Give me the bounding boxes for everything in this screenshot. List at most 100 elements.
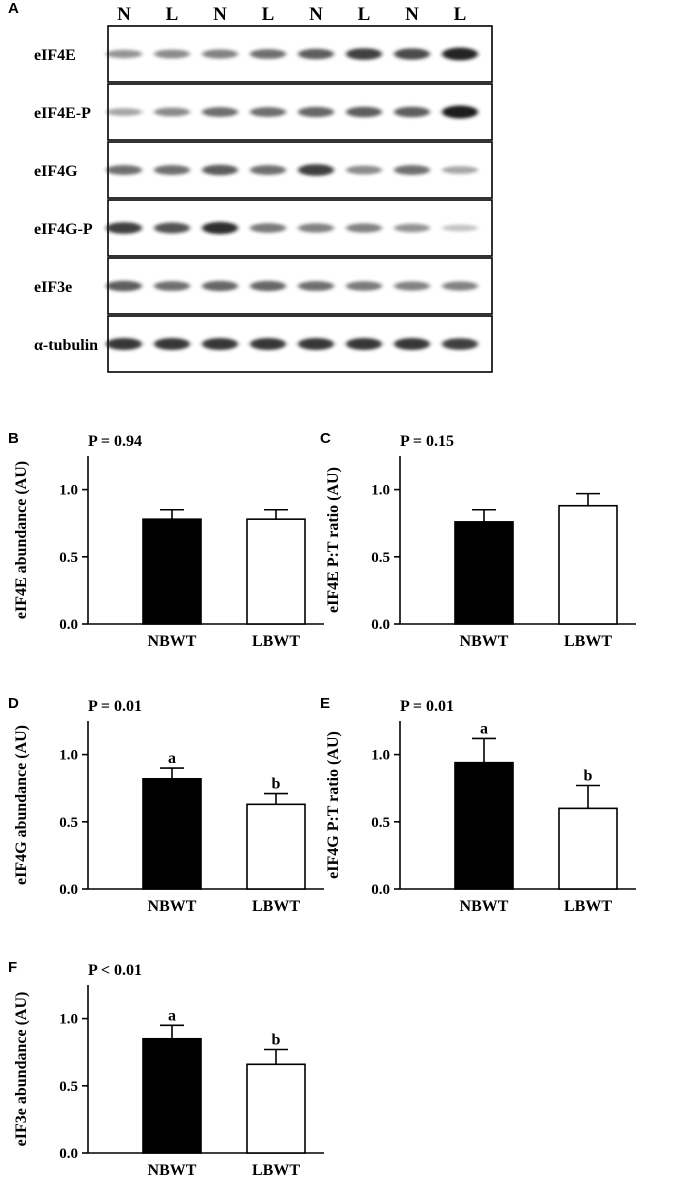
band-row4-lane1 (106, 222, 142, 234)
lane-label-3: N (213, 4, 227, 25)
panel-letter: E (320, 695, 330, 712)
band-row5-lane6 (346, 281, 382, 291)
significance-letter: a (480, 720, 488, 737)
band-row5-lane5 (298, 281, 334, 291)
blot-row-label-1: eIF4E (34, 47, 76, 64)
band-row1-lane8 (442, 47, 478, 61)
chart-panel-c: C P = 0.15 0.0 0.5 1.0 eIF4E P:T ratio (AU) NB… (320, 430, 636, 650)
bar-nbwt (454, 521, 514, 625)
band-row3-lane6 (346, 165, 382, 175)
band-row4-lane5 (298, 223, 334, 233)
significance-letter: b (584, 768, 593, 785)
band-row6-lane1 (106, 338, 142, 350)
band-row2-lane3 (202, 107, 238, 117)
band-row6-lane4 (250, 338, 286, 350)
band-row4-lane6 (346, 223, 382, 233)
band-row5-lane8 (442, 281, 478, 291)
blot-row-label-3: eIF4G (34, 163, 78, 180)
y-tick-label: 1.0 (59, 483, 78, 499)
y-tick-label: 0.5 (371, 815, 390, 831)
band-row2-lane1 (106, 108, 142, 116)
band-row2-lane2 (154, 107, 190, 117)
band-row4-lane8 (442, 224, 478, 232)
y-tick-label: 1.0 (59, 748, 78, 764)
band-row3-lane7 (394, 165, 430, 175)
panel-letter: C (320, 430, 331, 447)
band-row5-lane4 (250, 280, 286, 292)
band-row3-lane4 (250, 165, 286, 175)
y-tick-label: 0.0 (59, 882, 78, 898)
blot-row-label-5: eIF3e (34, 279, 72, 296)
bar-lbwt (246, 803, 306, 890)
p-value: P < 0.01 (88, 962, 142, 979)
lane-label-2: L (166, 4, 179, 25)
p-value: P = 0.01 (88, 698, 142, 715)
significance-letter: b (272, 776, 281, 793)
lane-label-4: L (262, 4, 275, 25)
band-row2-lane5 (298, 106, 334, 118)
panel-letter: B (8, 430, 19, 447)
y-axis-label: eIF4E abundance (AU) (13, 461, 30, 619)
p-value: P = 0.15 (400, 433, 454, 450)
y-tick-label: 0.5 (59, 550, 78, 566)
band-row1-lane2 (154, 49, 190, 59)
band-row3-lane2 (154, 165, 190, 175)
band-row6-lane6 (346, 338, 382, 350)
band-row1-lane3 (202, 49, 238, 59)
y-tick-label: 0.5 (371, 550, 390, 566)
band-row1-lane6 (346, 48, 382, 60)
blot-row-label-6: α-tubulin (34, 337, 98, 354)
y-tick-label: 1.0 (371, 748, 390, 764)
p-value: P = 0.94 (88, 433, 142, 450)
lane-label-6: L (358, 4, 371, 25)
band-row6-lane8 (442, 338, 478, 350)
significance-letter: a (168, 1007, 176, 1024)
category-label: LBWT (252, 898, 300, 915)
y-tick-label: 0.0 (59, 1146, 78, 1162)
band-row1-lane5 (298, 48, 334, 60)
lane-label-1: N (117, 4, 131, 25)
y-tick-label: 0.5 (59, 1079, 78, 1095)
y-tick-label: 0.0 (371, 617, 390, 633)
category-label: NBWT (460, 633, 509, 650)
blot-row-label-2: eIF4E-P (34, 105, 91, 122)
band-row3-lane8 (442, 166, 478, 174)
band-row1-lane4 (250, 49, 286, 59)
band-row6-lane2 (154, 338, 190, 350)
lane-label-7: N (405, 4, 419, 25)
band-row4-lane4 (250, 223, 286, 233)
bar-lbwt (558, 504, 618, 625)
band-row2-lane7 (394, 106, 430, 118)
chart-panel-f: F P < 0.01 0.0 0.5 1.0 eIF3e abundance (AU) NB… (8, 959, 324, 1179)
panel-letter: D (8, 695, 19, 712)
panel-letter-a: A (8, 0, 19, 17)
bar-nbwt (142, 1037, 202, 1154)
band-row6-lane5 (298, 338, 334, 350)
band-row5-lane3 (202, 280, 238, 292)
band-row6-lane7 (394, 338, 430, 350)
bar-lbwt (246, 1063, 306, 1154)
band-row4-lane3 (202, 221, 238, 235)
p-value: P = 0.01 (400, 698, 454, 715)
lane-label-5: N (309, 4, 323, 25)
category-label: NBWT (148, 1162, 197, 1179)
bar-nbwt (142, 777, 202, 890)
category-label: LBWT (564, 633, 612, 650)
panel-letter: F (8, 959, 17, 976)
band-row2-lane6 (346, 106, 382, 118)
category-label: LBWT (252, 633, 300, 650)
category-label: NBWT (460, 898, 509, 915)
y-axis-label: eIF4E P:T ratio (AU) (325, 467, 342, 613)
band-row1-lane7 (394, 48, 430, 60)
y-tick-label: 0.0 (59, 617, 78, 633)
chart-panel-e: E P = 0.01 0.0 0.5 1.0 eIF4G P:T ratio (AU) NB… (320, 695, 636, 915)
band-row4-lane7 (394, 223, 430, 233)
band-row6-lane3 (202, 338, 238, 350)
blot-row-label-4: eIF4G-P (34, 221, 93, 238)
chart-panel-b: B P = 0.94 0.0 0.5 1.0 eIF4E abundance (AU) NB… (8, 430, 324, 650)
band-row5-lane7 (394, 281, 430, 291)
bar-lbwt (558, 807, 618, 890)
significance-letter: a (168, 750, 176, 767)
